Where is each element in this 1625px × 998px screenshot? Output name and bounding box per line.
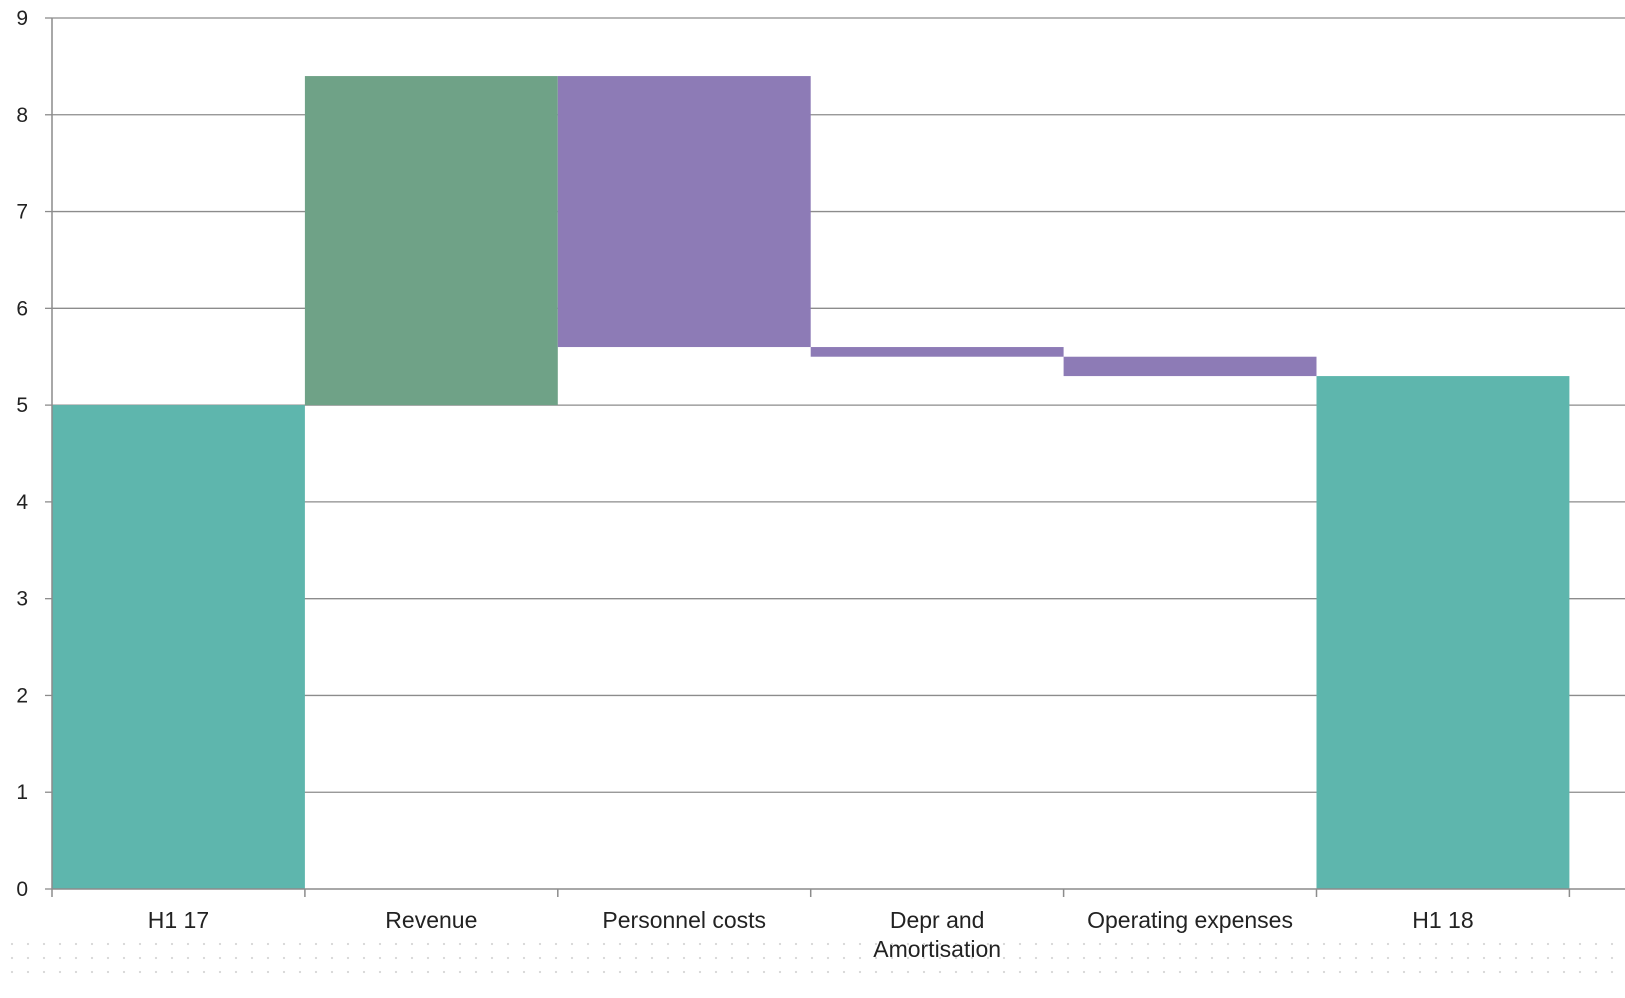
x-category-label: Depr and xyxy=(890,907,985,933)
bar-layer xyxy=(52,76,1570,890)
bar-personnel-costs xyxy=(557,76,811,348)
y-tick-label: 6 xyxy=(16,297,28,320)
y-tick-label: 1 xyxy=(16,781,28,804)
y-tick-label: 2 xyxy=(16,684,28,707)
x-category-label: Personnel costs xyxy=(602,907,766,933)
x-category-label: Operating expenses xyxy=(1087,907,1293,933)
y-tick-label: 7 xyxy=(16,201,28,224)
x-category-label: H1 17 xyxy=(148,907,209,933)
bar-depr-and-amortisation xyxy=(810,347,1064,357)
y-tick-label: 3 xyxy=(16,588,28,611)
y-tick-label: 8 xyxy=(16,104,28,127)
bar-h1-18 xyxy=(1316,376,1570,890)
y-tick-label: 0 xyxy=(16,878,28,901)
x-category-label: Revenue xyxy=(385,907,477,933)
x-category-label: H1 18 xyxy=(1412,907,1473,933)
y-tick-label: 4 xyxy=(16,491,28,514)
bar-h1-17 xyxy=(52,405,305,889)
y-tick-label: 5 xyxy=(16,394,28,417)
axis-layer xyxy=(45,17,1625,897)
bar-revenue xyxy=(304,76,558,406)
bar-operating-expenses xyxy=(1063,356,1317,377)
x-category-label: Amortisation xyxy=(873,936,1001,962)
y-tick-label: 9 xyxy=(16,7,28,30)
